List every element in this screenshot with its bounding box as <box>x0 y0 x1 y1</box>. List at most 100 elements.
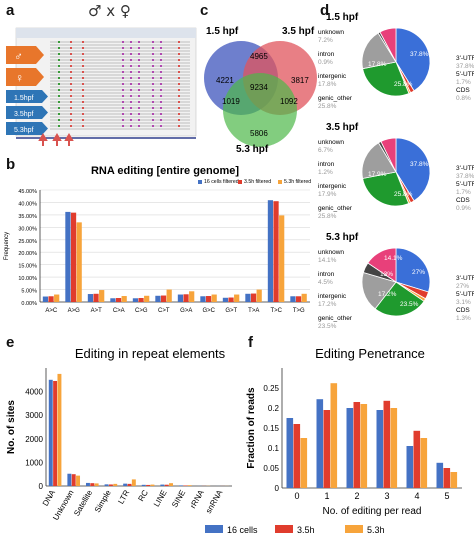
pie-legend-label: CDS <box>456 87 470 94</box>
variant-mark <box>160 71 162 73</box>
bar <box>144 295 150 302</box>
bar <box>108 484 113 486</box>
pie-slice <box>395 247 431 293</box>
variant-mark <box>70 107 72 109</box>
pie-charts: 1.5 hpfunknown7.2%intron0.9%intergenic17… <box>318 12 474 330</box>
bar <box>150 484 155 486</box>
legend-swatch <box>275 525 293 533</box>
pie-slice <box>362 61 410 97</box>
variant-mark <box>82 95 84 97</box>
venn-label-2: 3.5 hpf <box>282 26 315 37</box>
variant-mark <box>152 77 154 79</box>
pie-legend-label: genic_other <box>318 205 353 212</box>
x-tick-label: SINE <box>170 489 187 510</box>
x-tick-label: C>T <box>158 308 170 314</box>
bar <box>57 373 62 486</box>
bar <box>443 468 451 488</box>
variant-mark <box>82 83 84 85</box>
legend-label: 5.3h <box>367 525 385 535</box>
pie-legend-value: 1.3% <box>456 315 471 322</box>
pie-legend-label: 3'-UTR <box>456 275 474 282</box>
pie-legend-value: 0.9% <box>318 59 333 66</box>
panel-letter-b: b <box>6 156 16 173</box>
bar <box>286 418 294 488</box>
variant-mark <box>178 77 180 79</box>
x-tick-label: 1 <box>324 491 329 501</box>
bar <box>141 484 146 486</box>
track-label-1: 1.5hpf <box>14 95 34 102</box>
bar <box>53 380 58 486</box>
variant-mark <box>70 53 72 55</box>
bar <box>279 215 285 302</box>
bar <box>273 201 279 302</box>
rna-editing-chart: RNA editing [entire genome] 0.00% 5.00% 10.… <box>4 165 311 314</box>
y-tick-label: 5.00% <box>21 289 37 295</box>
variant-mark <box>130 71 132 73</box>
y-tick-label: 35.00% <box>18 214 37 220</box>
pie-legend-label: intergenic <box>318 73 347 80</box>
pie-title: 3.5 hpf <box>326 122 359 133</box>
variant-mark <box>58 119 60 121</box>
variant-mark <box>82 77 84 79</box>
variant-mark <box>58 95 60 97</box>
pie-legend-value: 6.7% <box>318 147 333 154</box>
bar <box>390 408 398 488</box>
legend-swatch <box>238 180 242 184</box>
pie-slice <box>379 27 397 63</box>
variant-mark <box>122 101 124 103</box>
pie-legend-value: 1.7% <box>456 79 471 86</box>
variant-mark <box>58 65 60 67</box>
variant-mark <box>152 71 154 73</box>
bar <box>76 222 82 302</box>
bar <box>211 294 217 302</box>
chart-title: Editing in repeat elements <box>75 346 226 361</box>
variant-mark <box>178 101 180 103</box>
y-tick-label: 0.25 <box>263 384 279 393</box>
x-tick-label: G>T <box>225 308 237 314</box>
variant-mark <box>82 41 84 43</box>
variant-mark <box>58 47 60 49</box>
variant-mark <box>178 65 180 67</box>
variant-mark <box>130 125 132 127</box>
bar <box>353 402 361 488</box>
variant-mark <box>70 59 72 61</box>
variant-mark <box>178 41 180 43</box>
bar <box>99 290 105 302</box>
pie-legend-value: 27% <box>456 283 469 290</box>
pie-legend-value: 25.8% <box>318 103 337 110</box>
variant-mark <box>70 125 72 127</box>
variant-mark <box>138 59 140 61</box>
bar <box>160 295 167 302</box>
variant-mark <box>82 89 84 91</box>
y-tick-label: 0 <box>39 482 44 491</box>
pie-legend-value: 17.2% <box>318 301 337 308</box>
bar <box>164 484 169 486</box>
variant-mark <box>178 71 180 73</box>
bar <box>104 484 109 486</box>
variant-mark <box>152 113 154 115</box>
y-tick-label: 0 <box>275 484 280 493</box>
pie-legend-value: 7.2% <box>318 37 333 44</box>
chart-title: RNA editing [entire genome] <box>91 165 239 177</box>
variant-mark <box>122 59 124 61</box>
pie-legend-value: 1.7% <box>456 189 471 196</box>
cross-symbol: ♂ x ♀ <box>88 2 131 20</box>
bar <box>85 482 90 486</box>
variant-mark <box>70 65 72 67</box>
x-tick-label: RC <box>136 488 150 503</box>
track-label-2: 3.5hpf <box>14 111 34 118</box>
pie-inner-label: 14.1% <box>384 255 403 262</box>
bar <box>90 483 95 486</box>
variant-mark <box>82 71 84 73</box>
x-tick-label: C>A <box>113 308 125 314</box>
bar <box>71 474 76 486</box>
pie-legend-label: 5'-UTR <box>456 291 474 298</box>
variant-mark <box>138 119 140 121</box>
bar <box>87 294 94 302</box>
bar <box>406 446 414 488</box>
pie-slice <box>361 272 397 310</box>
pie-legend-label: intron <box>318 271 335 278</box>
legend-label: 16 cells <box>227 525 258 535</box>
variant-mark <box>138 101 140 103</box>
variant-mark <box>82 59 84 61</box>
